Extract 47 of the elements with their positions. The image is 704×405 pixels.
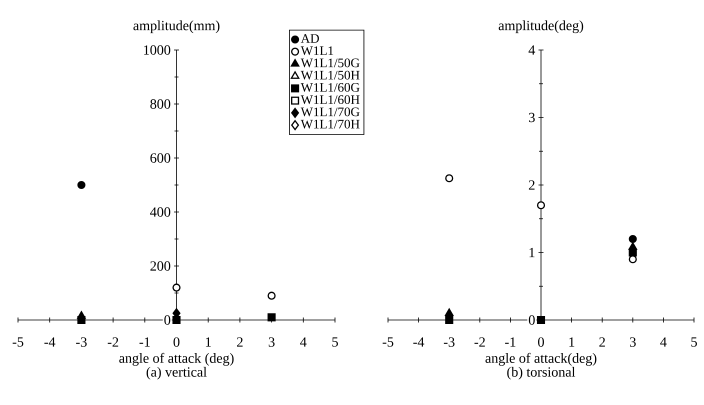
x-tick-label: -2 bbox=[108, 337, 118, 347]
y-tick-label: 200 bbox=[150, 261, 170, 271]
x-tick-label: -4 bbox=[44, 337, 56, 347]
legend-label: W1L1/70H bbox=[300, 120, 360, 129]
y-tick-label: 3 bbox=[528, 112, 535, 122]
legend-label: W1L1/70G bbox=[300, 108, 360, 116]
x-tick-label: 3 bbox=[630, 337, 636, 347]
x-tick-label: 1 bbox=[569, 337, 574, 347]
x-tick-label: 2 bbox=[599, 337, 605, 347]
x-tick-label: -3 bbox=[76, 337, 87, 347]
x-tick-label: 4 bbox=[300, 337, 307, 347]
legend-label: W1L1/60H bbox=[300, 95, 360, 104]
x-axis-title: angle of attack (deg) bbox=[119, 352, 234, 366]
x-axis-title: angle of attack(deg) bbox=[486, 352, 596, 366]
x-tick-label: 2 bbox=[237, 337, 243, 347]
y-tick-label: 1 bbox=[530, 248, 534, 258]
y-tick-label: 0 bbox=[164, 315, 170, 325]
x-tick-label: -5 bbox=[382, 337, 394, 347]
y-axis-title: amplitude(deg) bbox=[498, 20, 584, 34]
legend-label: W1L1/50G bbox=[300, 58, 360, 68]
text: (a) vertical bbox=[146, 366, 207, 380]
x-tick-label: -3 bbox=[444, 337, 454, 347]
x-tick-label: 5 bbox=[332, 337, 338, 347]
y-tick-label: 400 bbox=[150, 207, 170, 217]
text: (b) torsional bbox=[507, 366, 576, 380]
x-tick-label: 3 bbox=[268, 337, 275, 347]
x-tick-label: 0 bbox=[538, 337, 544, 347]
legend-label: AD bbox=[300, 34, 319, 43]
y-tick-label: 2 bbox=[528, 180, 535, 190]
x-tick-label: -4 bbox=[413, 337, 424, 347]
y-tick-label: 600 bbox=[150, 153, 170, 163]
x-tick-label: 5 bbox=[691, 337, 697, 347]
y-tick-label: 1000 bbox=[144, 45, 170, 55]
y-tick-label: 800 bbox=[150, 99, 170, 109]
y-tick-label: 4 bbox=[528, 45, 536, 55]
x-tick-label: 1 bbox=[206, 337, 211, 347]
x-tick-label: 4 bbox=[660, 337, 667, 347]
x-tick-label: -1 bbox=[505, 337, 516, 347]
x-tick-label: -5 bbox=[12, 337, 24, 347]
legend-label: W1L1 bbox=[300, 46, 334, 56]
y-axis-title: amplitude(mm) bbox=[133, 20, 220, 34]
legend-label: W1L1/50H bbox=[300, 70, 360, 80]
legend-label: W1L1/60G bbox=[300, 83, 360, 92]
x-tick-label: -1 bbox=[139, 337, 150, 347]
x-tick-label: 0 bbox=[174, 337, 180, 347]
x-tick-label: -2 bbox=[474, 337, 485, 347]
y-tick-label: 0 bbox=[528, 315, 535, 325]
